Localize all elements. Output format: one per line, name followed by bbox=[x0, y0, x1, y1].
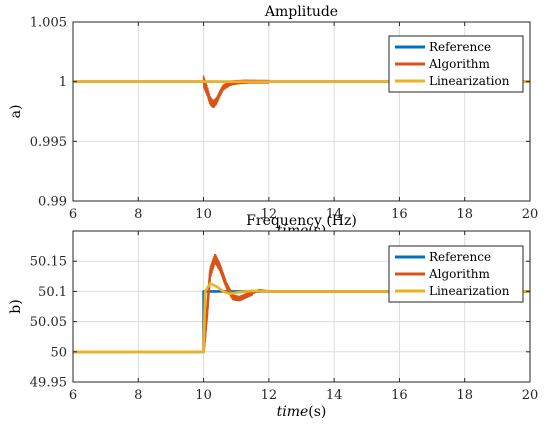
y-tick-label: 1 bbox=[59, 75, 67, 90]
x-axis-label-unit: (s) bbox=[308, 404, 326, 420]
legend-label-reference: Reference bbox=[429, 40, 491, 54]
axes-frame bbox=[72, 21, 531, 202]
chart-1: 681012141618200.990.99511.005Amplitudeti… bbox=[8, 4, 538, 239]
legend-label-linearization: Linearization bbox=[429, 284, 510, 298]
chart-2: 6 8 10 12 14 16 18 20 49.95 50 50.05 50.1 50.15 Frequ… bbox=[8, 213, 538, 420]
y-axis-label: a) bbox=[8, 105, 24, 119]
chart-title: Amplitude bbox=[264, 4, 338, 20]
x-tick-label: 20 bbox=[522, 207, 539, 222]
x-tick-label: 10 bbox=[195, 388, 212, 403]
x-tick-label: 8 bbox=[134, 207, 142, 222]
x-tick-label: 18 bbox=[456, 207, 473, 222]
legend-label-algorithm: Algorithm bbox=[428, 267, 491, 281]
y-axis-label: b) bbox=[8, 299, 24, 313]
legend-label-reference: Reference bbox=[429, 250, 491, 264]
y-tick-label: 0.995 bbox=[30, 135, 67, 150]
x-tick-label: 6 bbox=[69, 388, 77, 403]
legend-label-linearization: Linearization bbox=[429, 74, 510, 88]
y-tick-label: 50 bbox=[50, 345, 67, 360]
y-tick-label: 49.95 bbox=[30, 376, 67, 391]
legend: Reference Algorithm Linearization bbox=[388, 35, 524, 93]
x-tick-label: 12 bbox=[261, 388, 278, 403]
axes-frame bbox=[72, 230, 531, 383]
x-tick-label: 14 bbox=[326, 388, 343, 403]
x-axis-label-main: time bbox=[277, 404, 309, 420]
x-tick-label: 16 bbox=[391, 207, 408, 222]
x-tick-label: 18 bbox=[456, 388, 473, 403]
x-tick-label: 12 bbox=[261, 207, 278, 222]
x-tick-label: 6 bbox=[69, 207, 77, 222]
y-tick-label: 0.99 bbox=[38, 195, 67, 210]
series-line-linearization bbox=[73, 282, 530, 354]
legend-label-algorithm: Algorithm bbox=[428, 57, 491, 71]
x-tick-label: 8 bbox=[134, 388, 142, 403]
series-group bbox=[73, 253, 530, 354]
x-tick-label: 14 bbox=[326, 207, 343, 222]
x-tick-label: 20 bbox=[522, 388, 539, 403]
x-tick-label: 16 bbox=[391, 388, 408, 403]
y-tick-label: 50.15 bbox=[30, 255, 67, 270]
x-tick-label: 10 bbox=[195, 207, 212, 222]
y-tick-label: 50.05 bbox=[30, 315, 67, 330]
x-axis-label: time(s) bbox=[277, 404, 327, 420]
y-tick-label: 1.005 bbox=[30, 16, 67, 31]
y-tick-label: 50.1 bbox=[38, 285, 67, 300]
legend: Reference Algorithm Linearization bbox=[388, 245, 524, 303]
chart-title: Frequency (Hz) bbox=[246, 213, 357, 229]
